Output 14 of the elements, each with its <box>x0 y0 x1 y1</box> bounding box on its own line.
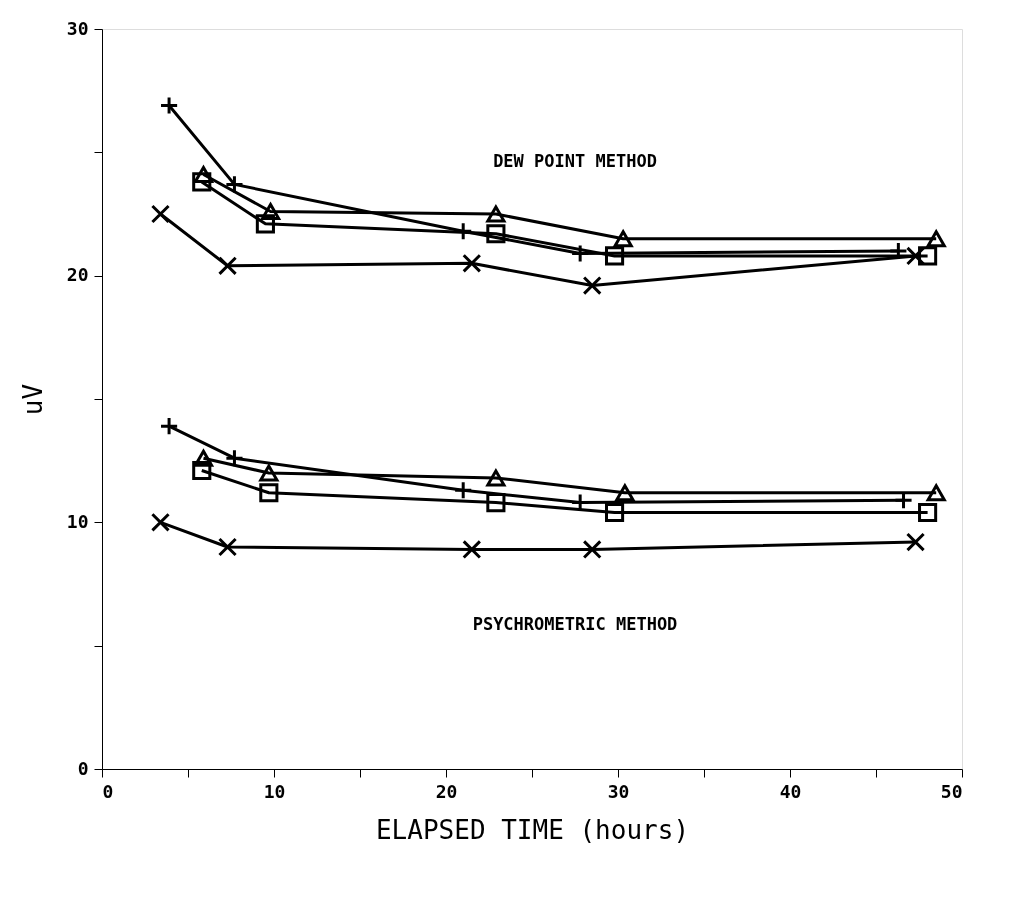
x-tick-label: 50 <box>940 780 963 802</box>
y-tick-label: 0 <box>77 757 89 779</box>
annotation: PSYCHROMETRIC METHOD <box>472 613 678 634</box>
x-axis-title: ELAPSED TIME (hours) <box>375 814 690 845</box>
annotation: DEW POINT METHOD <box>493 151 657 172</box>
y-axis-title: uV <box>17 383 48 416</box>
y-tick-label: 10 <box>66 510 89 532</box>
y-tick-label: 30 <box>66 17 89 39</box>
x-tick-label: 10 <box>263 780 286 802</box>
x-tick-label: 30 <box>607 780 630 802</box>
y-tick-label: 20 <box>66 264 89 286</box>
x-tick-label: 0 <box>102 780 114 802</box>
x-tick-label: 20 <box>435 780 458 802</box>
x-tick-label: 40 <box>779 780 802 802</box>
